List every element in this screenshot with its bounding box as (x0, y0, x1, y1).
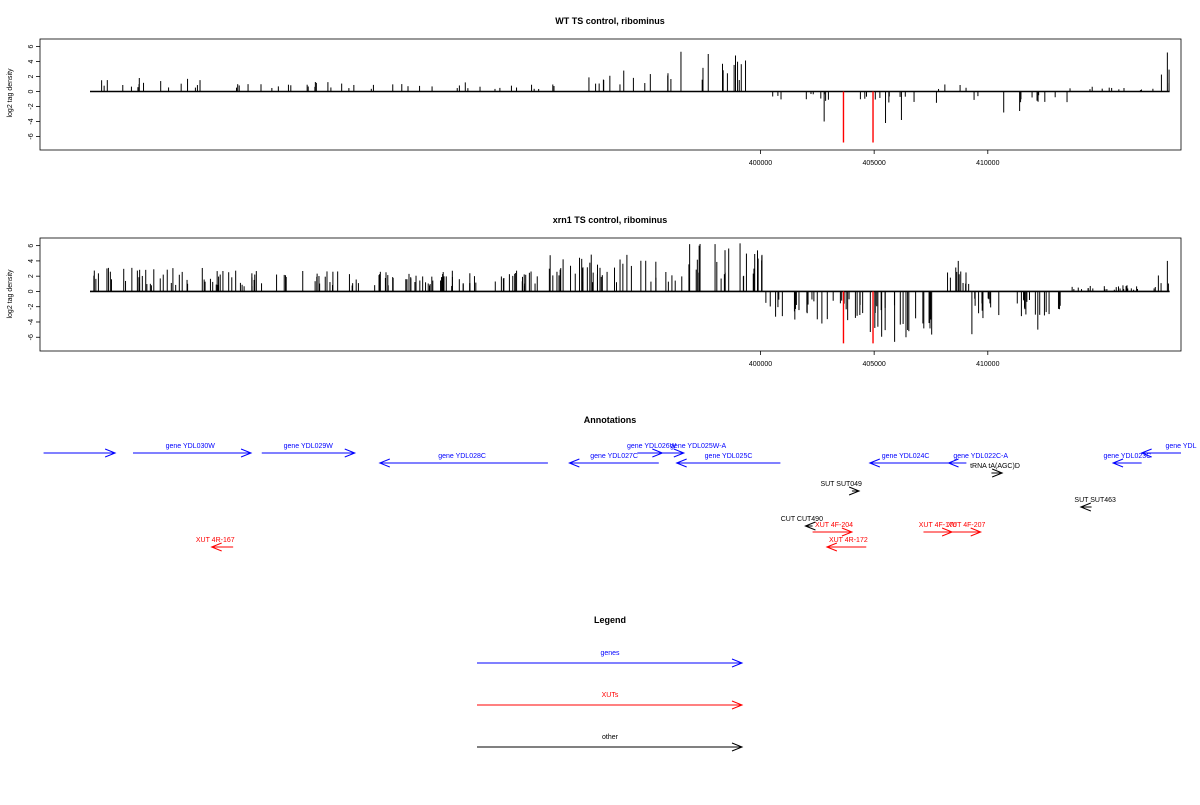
gene-label: gene YDL024C (882, 453, 930, 460)
y-tick-label: 6 (28, 44, 35, 48)
gene-arrowhead (675, 458, 687, 468)
legend-items: genes XUTs other (477, 650, 744, 752)
gene-arrowhead (673, 448, 686, 458)
gene-label: gene YDL027C (590, 453, 638, 460)
gene-label: gene YDL025C (705, 453, 753, 460)
coverage-panel-xrn1: xrn1 TS control, ribominus log2 tag dens… (7, 215, 1182, 368)
coverage-panel-wt: WT TS control, ribominus log2 tag densit… (7, 16, 1182, 167)
y-tick-label: 2 (28, 274, 35, 278)
xut-arrowhead (970, 527, 983, 537)
xut-arrowhead (841, 527, 854, 537)
y-tick-label: 4 (28, 59, 35, 63)
other-feature-arrowhead (804, 521, 816, 531)
legend-label: other (602, 734, 619, 741)
x-tick-label: 400000 (749, 160, 772, 167)
bar-series (90, 243, 1170, 344)
x-tick-label: 400000 (749, 361, 772, 368)
chart-title: xrn1 TS control, ribominus (553, 215, 668, 225)
y-axis: -6 -4 -2 0 2 4 6 (28, 44, 40, 140)
plot-frame (39, 237, 1182, 352)
xut-label: XUT 4F-176 (919, 522, 957, 529)
chart-title: WT TS control, ribominus (555, 16, 665, 26)
xut-arrowhead (210, 542, 222, 552)
legend-title: Legend (594, 615, 626, 625)
y-tick-label: -2 (28, 103, 35, 109)
y-tick-label: 2 (28, 74, 35, 78)
gene-arrowhead (868, 458, 881, 468)
legend-label: XUTs (602, 692, 619, 699)
gene-arrowhead (344, 448, 357, 458)
y-axis-label: log2 tag density (7, 269, 14, 319)
legend-arrowhead (731, 742, 744, 752)
gene-arrowhead (568, 458, 580, 468)
gene-arrowhead (240, 448, 253, 458)
gene-arrowhead (947, 458, 959, 468)
plot-frame (39, 38, 1182, 151)
other-feature-label: CUT CUT490 (781, 516, 823, 523)
legend: Legend genes XUTs other (477, 615, 744, 752)
xut-arrowhead (825, 542, 838, 552)
gene-arrowhead (104, 448, 117, 458)
xut-label: XUT 4R-167 (196, 537, 235, 544)
gene-label: gene YDL (1165, 443, 1196, 450)
gene-label: gene YDL022C-A (953, 453, 1008, 460)
other-feature-arrowhead (1079, 502, 1092, 512)
y-tick-label: 4 (28, 259, 35, 263)
gene-label: gene YDL028C (438, 453, 486, 460)
gene-label: gene YDL030W (166, 443, 216, 450)
y-tick-label: -6 (28, 334, 35, 340)
gene-arrowhead (378, 458, 390, 468)
x-axis: 400000 405000 410000 (749, 150, 1000, 167)
xut-label: XUT 4F-204 (815, 522, 853, 529)
gene-label: gene YDL025W-A (670, 443, 726, 450)
y-tick-label: -4 (28, 319, 35, 325)
bar-series (90, 51, 1170, 143)
y-tick-label: 0 (28, 89, 35, 93)
x-tick-label: 410000 (976, 160, 999, 167)
annotation-features: gene YDL030W gene YDL029W gene YDL028C gene… (43, 443, 1197, 552)
x-axis: 400000 405000 410000 (749, 351, 1000, 368)
gene-label: gene YDL023C (1103, 453, 1151, 460)
y-tick-label: -4 (28, 118, 35, 124)
other-feature-arrowhead (848, 486, 861, 496)
x-tick-label: 405000 (862, 160, 885, 167)
annotations-panel: Annotations gene YDL030W gene YDL029Wgene… (43, 415, 1197, 552)
legend-arrowhead (731, 700, 744, 710)
gene-arrowhead (1111, 458, 1124, 468)
legend-label: genes (600, 650, 620, 657)
x-tick-label: 410000 (976, 361, 999, 368)
xut-label: XUT 4F-207 (947, 522, 985, 529)
annotations-title: Annotations (584, 415, 637, 425)
y-tick-label: 6 (28, 244, 35, 248)
legend-arrowhead (731, 658, 744, 668)
y-tick-label: 0 (28, 289, 35, 293)
xut-label: XUT 4R-172 (829, 537, 868, 544)
other-feature-label: tRNA tA(AGC)D (970, 463, 1020, 470)
y-axis-label: log2 tag density (7, 68, 14, 118)
y-tick-label: -2 (28, 304, 35, 310)
gene-label: gene YDL026W (627, 443, 677, 450)
other-feature-label: SUT SUT463 (1074, 497, 1116, 504)
y-tick-label: -6 (28, 133, 35, 139)
gene-label: gene YDL029W (284, 443, 334, 450)
x-tick-label: 405000 (862, 361, 885, 368)
other-feature-label: SUT SUT049 (820, 481, 862, 488)
gene-arrowhead (1140, 448, 1152, 458)
y-axis: -6 -4 -2 0 2 4 6 (28, 244, 40, 340)
other-feature-arrowhead (991, 468, 1004, 478)
